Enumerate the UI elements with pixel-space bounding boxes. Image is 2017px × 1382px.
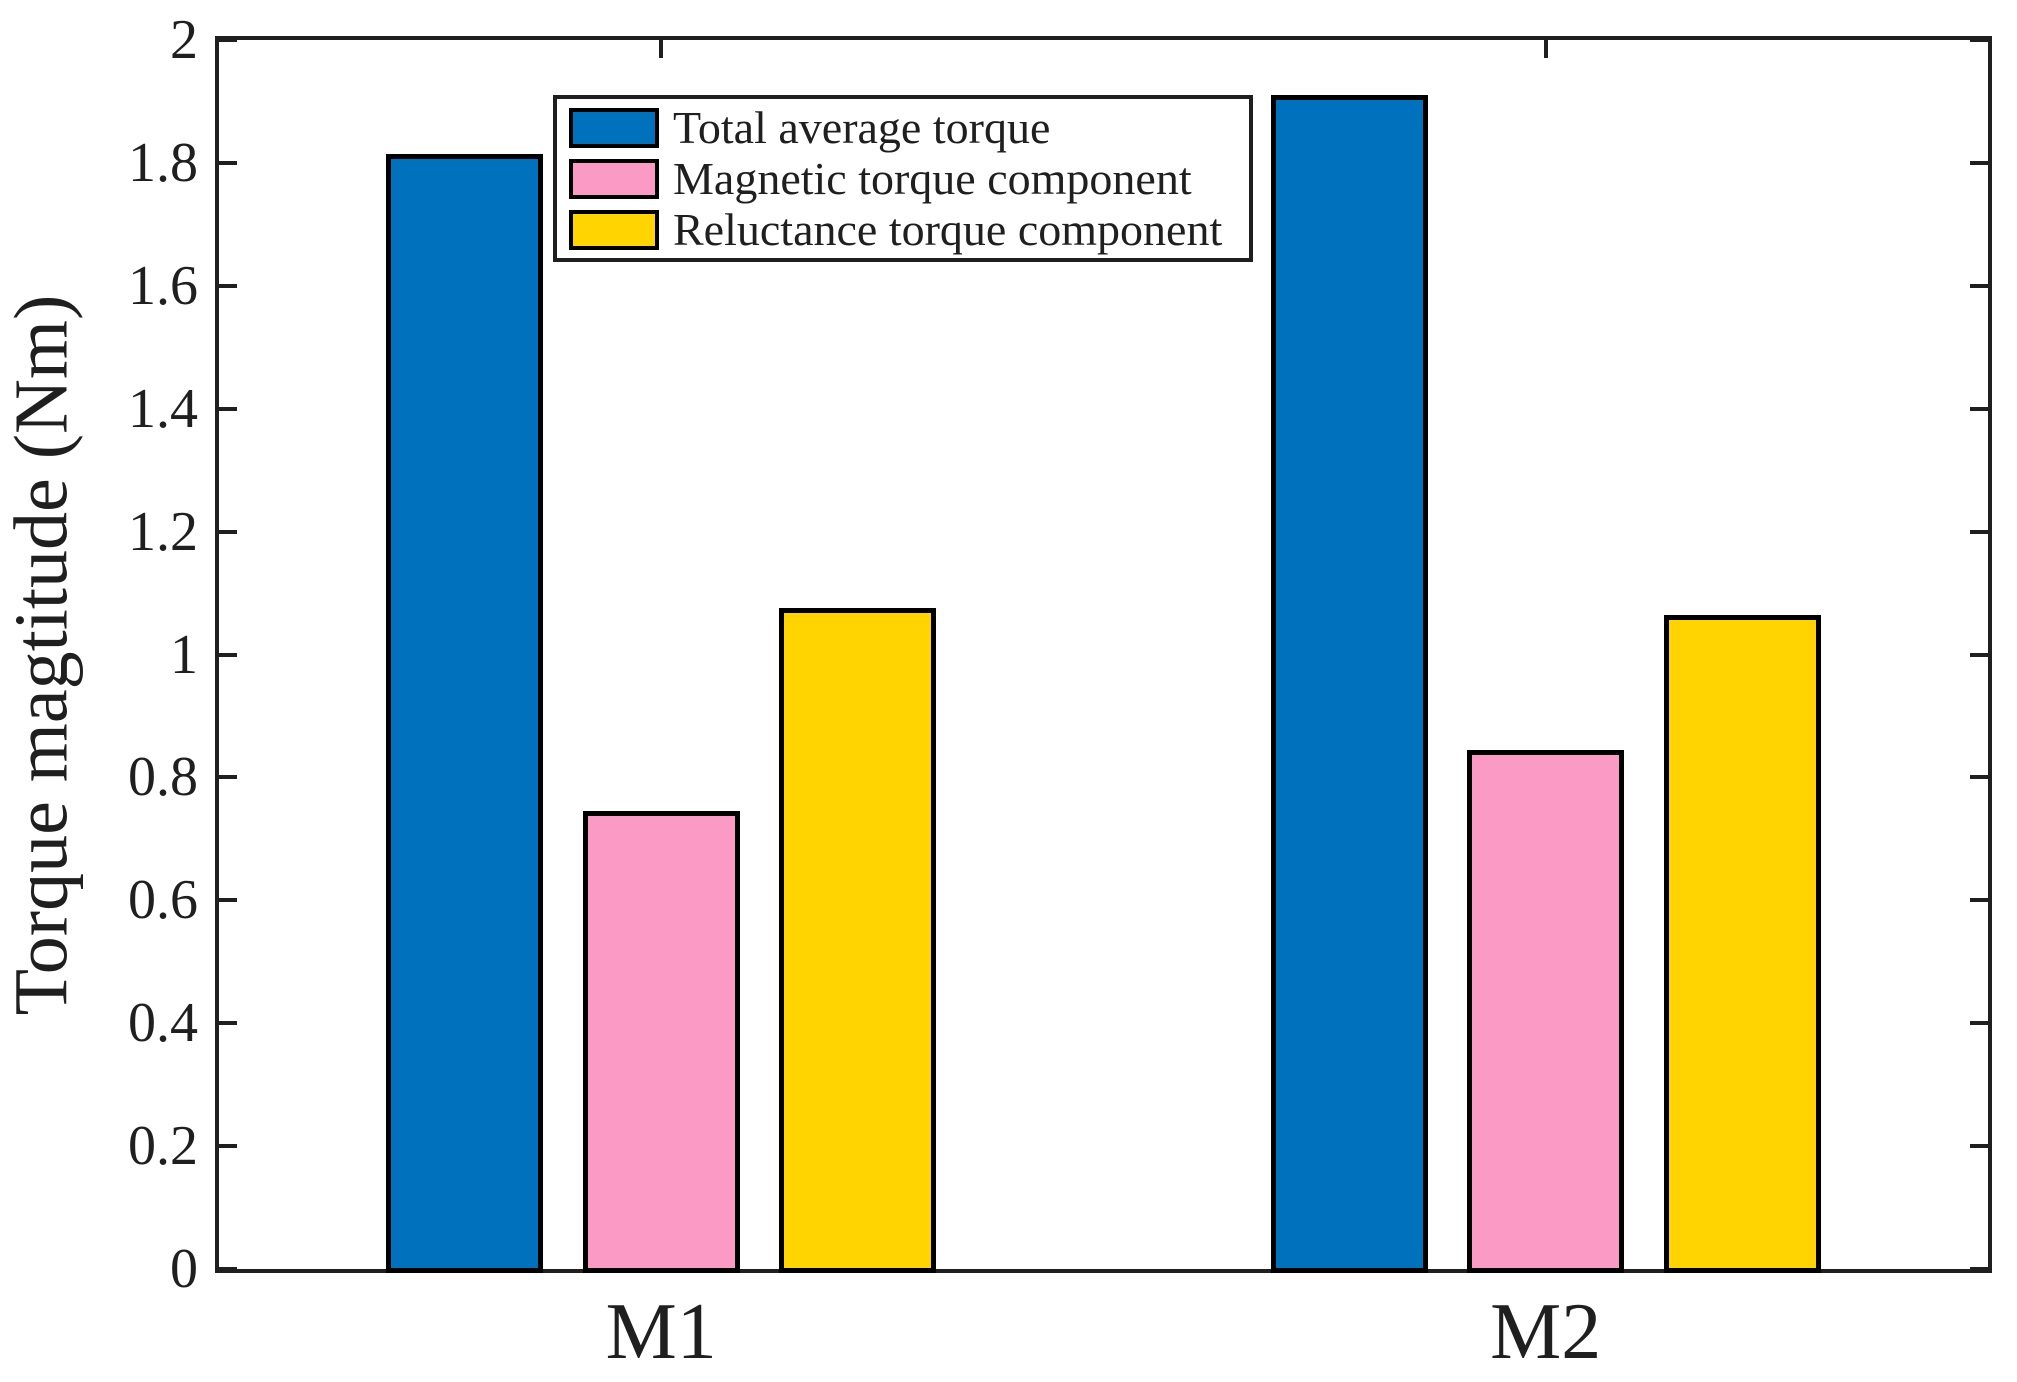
y-tick-right bbox=[1970, 529, 1988, 534]
legend-item-3: Reluctance torque component bbox=[569, 203, 1249, 255]
y-tick-left bbox=[219, 406, 237, 411]
y-tick-right bbox=[1970, 406, 1988, 411]
x-tick-top bbox=[659, 40, 664, 58]
y-tick-label: 0.6 bbox=[128, 869, 198, 932]
y-tick-label: 0.8 bbox=[128, 746, 198, 809]
y-tick-label: 0.4 bbox=[128, 992, 198, 1055]
x-tick-label-m2: M2 bbox=[1490, 1288, 1602, 1376]
y-tick-right bbox=[1970, 1144, 1988, 1149]
legend-item-label: Total average torque bbox=[673, 101, 1051, 153]
y-tick-right bbox=[1970, 160, 1988, 165]
y-tick-label: 1.2 bbox=[128, 500, 198, 563]
y-tick-left bbox=[219, 1267, 237, 1271]
legend-item-label: Magnetic torque component bbox=[673, 152, 1192, 204]
y-tick-label: 1.6 bbox=[128, 254, 198, 317]
y-tick-left bbox=[219, 160, 237, 165]
y-tick-left bbox=[219, 529, 237, 534]
y-tick-right bbox=[1970, 1021, 1988, 1026]
y-tick-left bbox=[219, 898, 237, 903]
x-tick-top bbox=[1543, 40, 1548, 58]
y-tick-right bbox=[1970, 283, 1988, 288]
y-tick-label: 1.8 bbox=[128, 131, 198, 194]
bar-m1-2 bbox=[582, 811, 740, 1273]
y-tick-right bbox=[1970, 898, 1988, 903]
bar-m1-1 bbox=[386, 153, 544, 1273]
y-tick-left bbox=[219, 1021, 237, 1026]
y-tick-label: 1.4 bbox=[128, 377, 198, 440]
y-tick-right bbox=[1970, 38, 1988, 42]
legend-item-label: Reluctance torque component bbox=[673, 203, 1223, 255]
y-tick-label: 1 bbox=[170, 623, 198, 686]
bar-m1-3 bbox=[779, 608, 937, 1273]
y-tick-left bbox=[219, 775, 237, 780]
legend-swatch-icon bbox=[569, 209, 659, 250]
y-tick-left bbox=[219, 652, 237, 657]
legend-swatch-icon bbox=[569, 158, 659, 199]
y-tick-right bbox=[1970, 1267, 1988, 1271]
legend-item-2: Magnetic torque component bbox=[569, 152, 1249, 204]
y-tick-left bbox=[219, 283, 237, 288]
y-tick-left bbox=[219, 1144, 237, 1149]
y-tick-right bbox=[1970, 652, 1988, 657]
y-tick-label: 2 bbox=[170, 9, 198, 71]
y-tick-label: 0.2 bbox=[128, 1115, 198, 1178]
y-tick-left bbox=[219, 38, 237, 42]
x-tick-label-m1: M1 bbox=[605, 1288, 717, 1376]
legend-swatch-icon bbox=[569, 107, 659, 148]
y-tick-right bbox=[1970, 775, 1988, 780]
legend: Total average torque Magnetic torque comp… bbox=[553, 95, 1253, 262]
legend-item-1: Total average torque bbox=[569, 101, 1249, 153]
bar-m2-3 bbox=[1663, 614, 1821, 1273]
bar-m2-2 bbox=[1467, 749, 1625, 1273]
bar-m2-1 bbox=[1270, 95, 1428, 1273]
y-tick-label: 0 bbox=[170, 1238, 198, 1300]
